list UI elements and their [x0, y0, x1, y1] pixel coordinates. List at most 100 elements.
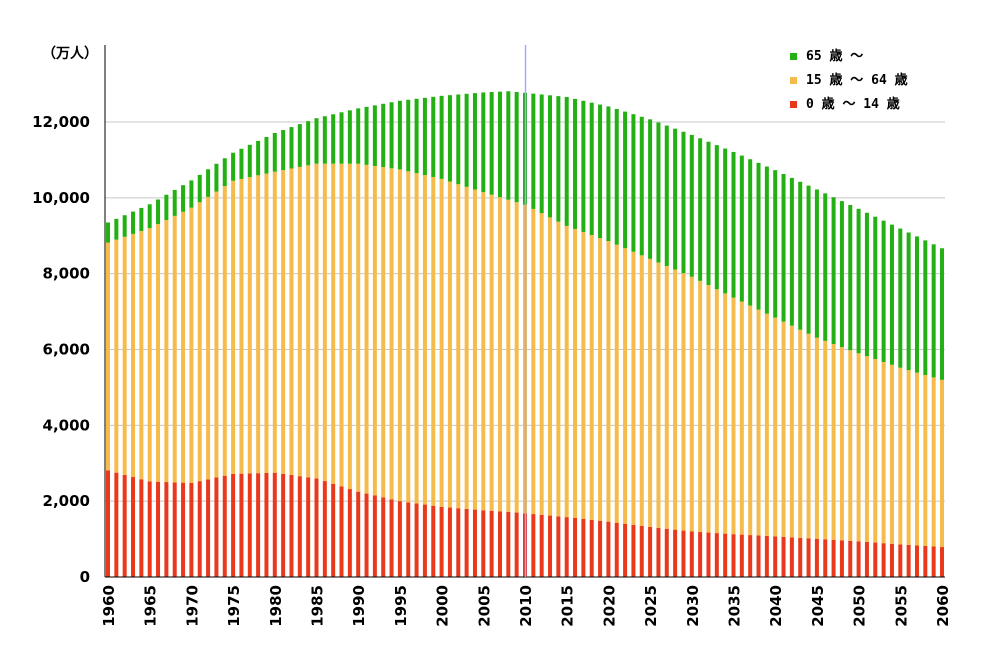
bar-15-64-2025 [648, 258, 653, 527]
bar-65-plus-1983 [297, 124, 302, 167]
bar-0-14-1966 [156, 481, 161, 577]
bar-0-14-1996 [406, 502, 411, 577]
bar-65-plus-1988 [339, 112, 344, 164]
bar-15-64-2054 [889, 364, 894, 544]
bar-65-plus-1960 [106, 222, 110, 243]
x-tick-label-2005: 2005 [475, 585, 493, 627]
legend-swatch-2 [790, 101, 797, 108]
bar-0-14-2030 [689, 531, 694, 577]
bar-0-14-1985 [314, 478, 319, 577]
x-tick-label-2015: 2015 [559, 585, 577, 627]
bar-15-64-1982 [289, 168, 294, 476]
bar-15-64-2050 [856, 353, 861, 542]
bar-65-plus-2011 [531, 93, 536, 209]
x-tick-label-1960: 1960 [100, 585, 118, 627]
bar-65-plus-1972 [206, 169, 211, 197]
x-tick-label-2035: 2035 [726, 585, 744, 627]
bar-0-14-1968 [172, 482, 177, 577]
bar-0-14-2042 [789, 537, 794, 577]
bar-65-plus-2006 [489, 92, 494, 195]
bar-15-64-2009 [514, 202, 519, 513]
bar-65-plus-2020 [606, 106, 611, 242]
bar-65-plus-2046 [823, 193, 828, 341]
bar-65-plus-2037 [748, 159, 753, 306]
bar-0-14-1969 [181, 482, 186, 577]
bar-65-plus-1999 [431, 96, 436, 177]
bar-0-14-2054 [889, 543, 894, 577]
bar-15-64-2012 [539, 213, 544, 515]
bar-65-plus-1975 [231, 152, 236, 181]
bar-65-plus-2025 [648, 119, 653, 259]
bar-65-plus-2033 [714, 145, 719, 290]
bar-0-14-1989 [347, 489, 352, 577]
bar-0-14-2043 [798, 537, 803, 577]
bar-15-64-1960 [106, 242, 110, 471]
bar-15-64-2011 [531, 208, 536, 515]
bar-15-64-1996 [406, 171, 411, 503]
bar-0-14-2016 [573, 518, 578, 577]
bar-65-plus-2051 [864, 212, 869, 357]
bar-15-64-2003 [464, 186, 469, 509]
bar-0-14-2036 [739, 534, 744, 577]
bar-0-14-2015 [564, 517, 569, 577]
x-tick-label-1995: 1995 [392, 585, 410, 627]
bar-65-plus-2041 [781, 174, 786, 322]
bar-0-14-2050 [856, 541, 861, 577]
bar-15-64-2022 [623, 248, 628, 524]
bar-15-64-2016 [573, 228, 578, 519]
bar-65-plus-1985 [314, 118, 319, 164]
bar-0-14-1984 [306, 477, 311, 577]
bar-15-64-1964 [139, 231, 144, 480]
bar-0-14-2047 [831, 539, 836, 577]
bar-15-64-1977 [247, 177, 252, 474]
bar-65-plus-2027 [664, 125, 669, 267]
bar-15-64-1979 [264, 173, 269, 473]
bar-65-plus-2039 [764, 166, 769, 314]
bar-0-14-2019 [598, 520, 603, 577]
bar-65-plus-1987 [331, 114, 336, 164]
legend-swatch-1 [790, 77, 797, 84]
bar-0-14-1964 [139, 479, 144, 577]
bar-0-14-2040 [773, 536, 778, 577]
bar-65-plus-2009 [514, 92, 519, 203]
bar-0-14-2057 [914, 545, 919, 577]
bar-15-64-2044 [806, 333, 811, 539]
x-tick-label-2050: 2050 [851, 585, 869, 627]
bar-15-64-2045 [814, 337, 819, 539]
bar-0-14-2002 [456, 508, 461, 577]
bar-15-64-1984 [306, 165, 311, 478]
legend: 65 歳 ～ 15 歳 ～ 64 歳 0 歳 ～ 14 歳 [790, 48, 908, 112]
bar-15-64-1962 [122, 236, 127, 475]
bar-65-plus-2017 [581, 100, 586, 232]
bar-0-14-1967 [164, 482, 169, 577]
bar-65-plus-2026 [656, 122, 661, 263]
bar-65-plus-2049 [848, 204, 853, 351]
bar-65-plus-1963 [131, 211, 136, 234]
legend-label-0: 65 歳 ～ [806, 48, 863, 64]
bar-15-64-2059 [931, 377, 936, 547]
bar-15-64-2052 [873, 359, 878, 543]
bar-65-plus-1969 [181, 185, 186, 212]
bar-15-64-1997 [414, 173, 419, 504]
bar-15-64-1970 [189, 207, 194, 483]
bar-15-64-2030 [689, 276, 694, 532]
bar-0-14-2018 [589, 519, 594, 577]
x-tick-label-1975: 1975 [225, 585, 243, 627]
bar-0-14-1995 [397, 501, 402, 577]
bar-15-64-2001 [447, 181, 452, 508]
bar-0-14-2012 [539, 514, 544, 577]
bar-65-plus-2005 [481, 92, 486, 193]
bar-65-plus-2035 [731, 151, 736, 298]
bar-65-plus-1971 [197, 174, 202, 203]
bar-0-14-2027 [664, 528, 669, 577]
bar-65-plus-1986 [322, 116, 327, 164]
bar-0-14-1961 [114, 472, 119, 577]
bar-65-plus-2030 [689, 134, 694, 277]
bar-65-plus-2002 [456, 94, 461, 185]
bar-65-plus-2047 [831, 197, 836, 344]
bar-65-plus-2054 [889, 224, 894, 365]
bar-65-plus-2021 [614, 109, 619, 245]
bar-15-64-1966 [156, 224, 161, 482]
y-tick-label-0: 0 [80, 568, 90, 586]
bar-0-14-1975 [231, 473, 236, 577]
